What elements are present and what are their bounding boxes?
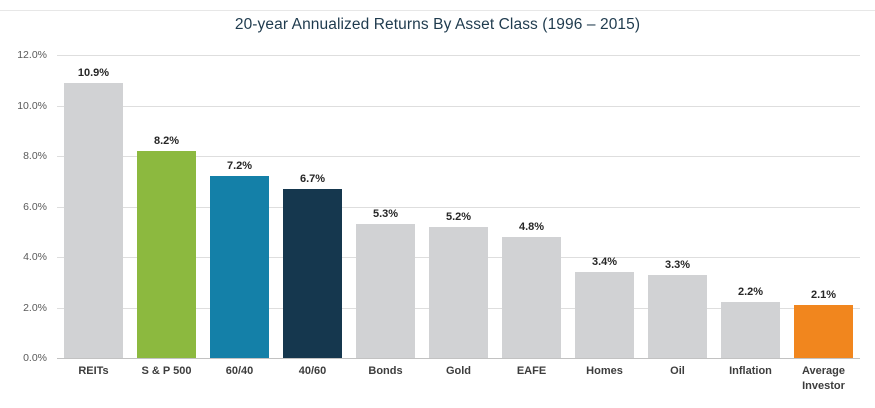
bar-column: 5.3% [349,55,422,358]
bar-column: 8.2% [130,55,203,358]
bar [502,236,561,358]
bar-value-label: 7.2% [226,160,253,173]
bar [575,272,634,358]
bar-column: 3.4% [568,55,641,358]
bar-column: 3.3% [641,55,714,358]
x-axis-category-label: 60/40 [225,365,254,377]
bar [721,302,780,358]
bar-value-label: 8.2% [153,134,180,147]
bar-value-label: 2.2% [737,286,764,299]
bar-value-label: 10.9% [77,66,110,79]
y-tick-label: 2.0% [23,301,47,314]
bar-column: 10.9% [57,55,130,358]
x-axis-line [57,358,860,359]
y-tick-label: 6.0% [23,200,47,213]
bar-column: 2.2% [714,55,787,358]
bar-value-label: 5.3% [372,208,399,221]
bar-column: 7.2% [203,55,276,358]
gridline [57,156,860,157]
bar-column: 5.2% [422,55,495,358]
x-axis-category-label: Bonds [368,365,403,377]
bar [648,274,707,358]
bar [210,176,269,358]
gridline [57,105,860,107]
bar-value-label: 3.4% [591,256,618,269]
x-axis-category-label: Average Investor [801,365,845,392]
y-tick-label: 12.0% [17,49,47,61]
x-axis-category-label: S & P 500 [141,365,192,377]
x-axis-category-label: Inflation [729,365,772,377]
bars-container: 10.9% 8.2% 7.2% 6.7% 5.3% 5.2% 4.8% 3.4% 3.3% 2.2… [57,55,860,358]
bar-column: 6.7% [276,55,349,358]
bar-value-label: 4.8% [518,220,545,233]
x-axis-category-label: EAFE [516,365,547,377]
top-divider-line [0,10,875,11]
bar-value-label: 3.3% [664,258,691,271]
x-axis-category-label: Homes [586,365,623,377]
bar [356,224,415,358]
y-tick-label: 0.0% [23,352,47,364]
y-tick-label: 8.0% [23,150,47,162]
x-axis-category-label: Gold [445,365,472,377]
chart-title: 20-year Annualized Returns By Asset Clas… [234,16,641,33]
gridline [57,206,860,208]
bar-value-label: 2.1% [810,288,837,301]
y-tick-label: 4.0% [23,251,47,263]
bar-value-label: 5.2% [445,210,472,223]
bar-column: 2.1% [787,55,860,358]
bar [137,150,196,358]
y-tick-label: 10.0% [17,99,47,112]
gridline [57,55,860,56]
x-axis-labels: REITs S & P 500 60/40 40/60 Bonds Gold EAFE Hom… [57,364,860,394]
bar-column: 4.8% [495,55,568,358]
bar [64,82,123,358]
y-axis: 0.0% 2.0% 4.0% 6.0% 8.0% 10.0% 12.0% [0,49,47,364]
bar [429,226,488,358]
x-axis-category-label: REITs [78,365,109,377]
x-axis-category-label: 40/60 [298,365,327,377]
bar [794,304,853,358]
bar-value-label: 6.7% [299,172,326,185]
bar [283,188,342,358]
x-axis-category-label: Oil [670,365,685,377]
